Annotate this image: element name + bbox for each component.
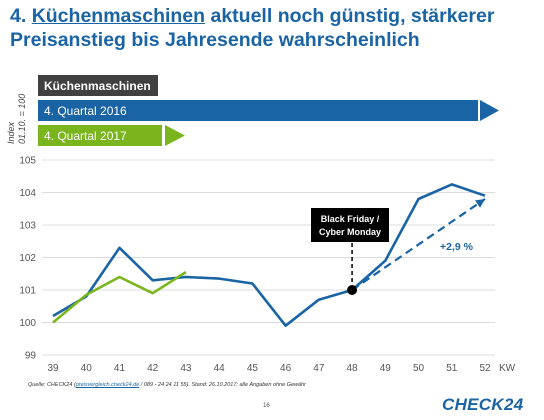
check24-logo: CHECK24 — [442, 395, 524, 414]
legend-bar-2016 — [38, 100, 478, 121]
forecast-label: +2,9 % — [440, 241, 474, 253]
legend-label-2016: 4. Quartal 2016 — [44, 104, 127, 118]
title-rest: aktuell noch günstig, stärkerer — [205, 5, 495, 27]
page-title: 4. Küchenmaschinen aktuell noch günstig,… — [10, 4, 535, 52]
x-axis-unit: KW — [499, 363, 516, 374]
title-highlight: Küchenmaschinen — [31, 5, 206, 27]
forecast-arrowhead — [475, 199, 485, 208]
legend-arrow-2017 — [165, 125, 185, 146]
y-tick-label: 104 — [19, 188, 36, 199]
y-axis-title-line1: Index — [6, 121, 16, 144]
x-tick-label: 52 — [479, 363, 491, 374]
x-tick-label: 43 — [180, 363, 192, 374]
page-number: 16 — [263, 403, 270, 409]
black-friday-marker — [347, 285, 358, 295]
series-line — [351, 198, 486, 291]
x-tick-label: 40 — [81, 363, 93, 374]
footer-suffix: / 089 - 24 24 11 55). Stand: 26.10.2017;… — [139, 382, 306, 388]
y-axis-title-line2: 01.10. = 100 — [17, 94, 27, 144]
x-tick-label: 42 — [147, 363, 159, 374]
footer-prefix: Quelle: CHECK24 ( — [28, 382, 76, 388]
x-tick-label: 48 — [347, 363, 359, 374]
footer-link[interactable]: preisvergleich.check24.de — [75, 382, 140, 388]
legend-label-2017: 4. Quartal 2017 — [44, 129, 127, 143]
series-layer — [52, 183, 486, 328]
x-tick-label: 39 — [47, 363, 59, 374]
annotation-line2: Cyber Monday — [319, 227, 381, 237]
legend-bar-2017 — [38, 125, 162, 146]
x-tick-label: 49 — [380, 363, 392, 374]
x-tick-label: 46 — [280, 363, 292, 374]
annotation-box — [311, 208, 389, 242]
y-tick-label: 100 — [19, 318, 36, 329]
category-label: Küchenmaschinen — [44, 79, 151, 93]
grid: 99 100 101 102 103 104 105 39 40 41 42 43 44 45 46 47 48… — [19, 156, 515, 375]
y-tick-label: 105 — [19, 156, 36, 167]
y-tick-label: 99 — [25, 351, 37, 362]
annotation-line1: Black Friday / — [321, 214, 380, 224]
x-tick-label: 50 — [413, 363, 425, 374]
x-tick-label: 41 — [114, 363, 126, 374]
y-tick-label: 102 — [19, 253, 36, 264]
y-axis-title: Index 01.10. = 100 — [6, 94, 27, 144]
x-tick-label: 45 — [247, 363, 259, 374]
x-tick-label: 47 — [313, 363, 325, 374]
series-line — [52, 271, 187, 324]
x-tick-label: 44 — [214, 363, 226, 374]
source-footer: Quelle: CHECK24 (preisvergleich.check24.… — [28, 382, 306, 388]
category-box — [38, 75, 158, 96]
series-line — [52, 183, 486, 328]
x-tick-label: 51 — [446, 363, 458, 374]
legend-arrow-2016 — [480, 100, 499, 121]
y-tick-label: 101 — [19, 286, 36, 297]
title-line2: Preisanstieg bis Jahresende wahrscheinli… — [10, 29, 420, 51]
title-prefix: 4. — [10, 5, 32, 27]
y-tick-label: 103 — [19, 221, 36, 232]
